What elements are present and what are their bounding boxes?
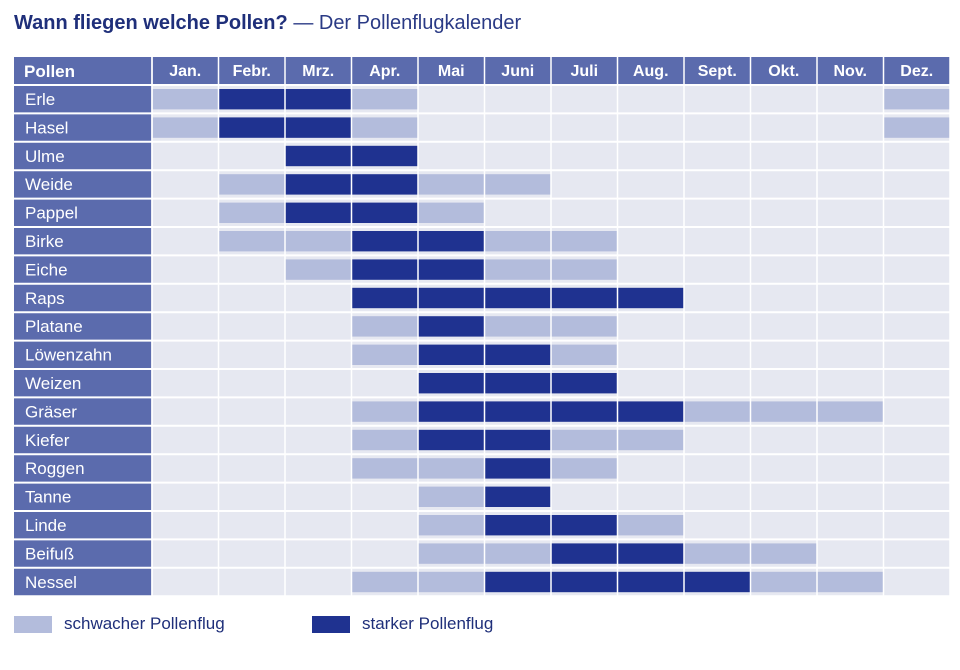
month-label: Jan. [169,63,201,80]
row-label: Platane [25,317,83,336]
bar-weak [351,401,418,422]
row-label-cell [14,425,152,455]
bar-weak [418,486,485,507]
row-label: Eiche [25,260,68,279]
row-label-cell [14,113,152,142]
header-row [14,57,950,85]
row-label-cell [14,539,152,568]
bar-weak [418,202,485,223]
row-label: Ulme [25,147,65,166]
bar-weak [418,515,485,536]
bar-weak [551,344,618,365]
row-label-cell [14,312,152,341]
row-label-cell [14,283,152,313]
row-label: Erle [25,90,55,109]
chart-title: Wann fliegen welche Pollen? [14,12,288,34]
bar-weak [551,458,618,479]
month-label: Dez. [900,63,933,80]
row-label-cell [14,170,152,199]
bar-weak [152,117,219,138]
row-label-cell [14,340,152,369]
bar-weak [617,515,684,536]
chart-title-line: Wann fliegen welche Pollen? — Der Pollen… [14,12,521,35]
row-label-cell [14,454,152,483]
row-label: Weide [25,175,73,194]
bar-strong [484,458,551,479]
row-label-cell [14,511,152,540]
month-label: Mai [438,63,465,80]
month-label: Sept. [698,63,737,80]
row-label-cell [14,141,152,171]
bar-weak [883,89,950,110]
row-label: Linde [25,516,67,535]
row-label: Pappel [25,204,78,223]
legend-weak-label: schwacher Pollenflug [64,614,225,633]
month-label: Juni [501,63,534,80]
legend-strong-swatch [312,615,350,633]
bar-strong [418,316,485,337]
row-label-cell [14,567,152,597]
row-label-cell [14,227,152,256]
bar-weak [351,344,418,365]
month-label: Mrz. [302,63,334,80]
bar-weak [684,401,884,422]
row-label-cell [14,85,152,114]
bar-strong [351,287,684,309]
legend-weak: schwacher Pollenflug [14,614,225,634]
bar-weak [152,89,219,110]
row-label: Roggen [25,459,85,478]
row-label-cell [14,198,152,227]
row-label: Birke [25,232,64,251]
bar-weak [351,316,418,337]
row-label: Löwenzahn [25,346,112,365]
legend-strong: starker Pollenflug [312,614,493,634]
month-label: Aug. [633,63,669,80]
legend-weak-swatch [14,615,52,633]
bar-weak [351,429,418,451]
pollen-calendar-chart: Pollen Jan. Febr. Mrz. Apr. Mai Juni Juli Aug. Se… [14,57,951,598]
row-label: Kiefer [25,431,70,450]
row-label: Beifuß [25,544,74,563]
row-label: Tanne [25,488,71,507]
chart-subtitle: — Der Pollenflugkalender [293,12,522,34]
row-label: Weizen [25,374,81,393]
row-label: Hasel [25,118,68,137]
bar-strong [484,486,551,507]
row-label-cell [14,369,152,398]
row-label: Gräser [25,402,77,421]
row-label-cell [14,397,152,426]
row-label: Raps [25,289,65,308]
month-label: Apr. [369,63,400,80]
row-label-cell [14,255,152,284]
month-label: Okt. [768,63,799,80]
row-label-cell [14,482,152,511]
bar-weak [218,174,285,195]
month-label: Nov. [834,63,867,80]
bar-strong [418,373,618,394]
bar-weak [285,259,352,280]
bar-weak [883,117,950,138]
row-label: Nessel [25,573,77,592]
header-label: Pollen [24,62,75,81]
bar-weak [218,202,285,223]
month-label: Febr. [233,63,271,80]
legend-strong-label: starker Pollenflug [362,614,494,633]
month-label: Juli [570,63,598,80]
